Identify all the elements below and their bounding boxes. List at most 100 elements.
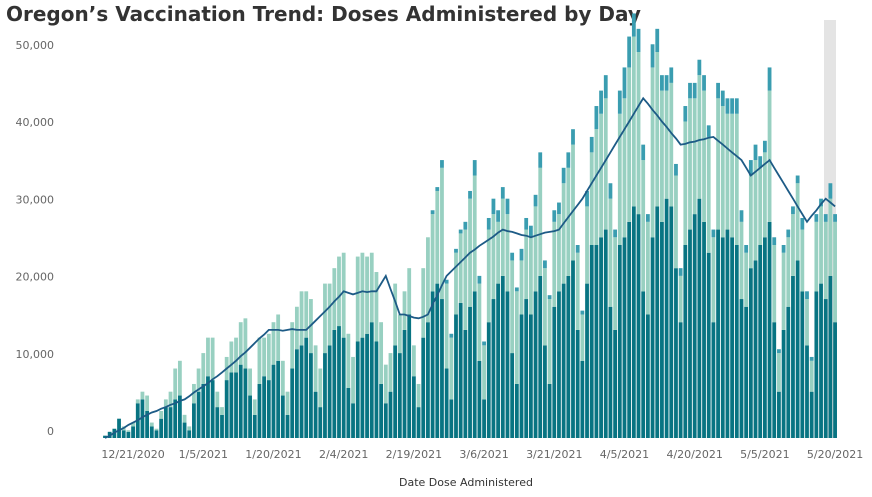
- bar-segment: [734, 245, 739, 438]
- bar-segment: [734, 98, 739, 114]
- x-tick-label: 4/5/2021: [600, 448, 649, 461]
- bar-segment: [304, 291, 309, 338]
- bar-segment: [220, 414, 224, 438]
- bar-segment: [496, 283, 501, 438]
- bar-segment: [234, 337, 238, 373]
- bar-segment: [500, 187, 505, 199]
- bar-segment: [528, 225, 533, 238]
- bar-segment: [238, 364, 243, 438]
- bar-segment: [636, 52, 641, 215]
- bar-segment: [149, 422, 154, 427]
- bar-segment: [416, 407, 421, 438]
- bar-segment: [561, 183, 566, 284]
- bar-segment: [430, 214, 435, 292]
- bar-segment: [688, 98, 692, 230]
- bar-segment: [192, 403, 196, 438]
- bar-segment: [674, 163, 678, 176]
- bar-segment: [229, 372, 234, 438]
- bar-segment: [290, 322, 295, 369]
- bar-segment: [206, 337, 210, 377]
- bar-segment: [631, 206, 636, 438]
- bar-segment: [318, 368, 323, 408]
- bar-segment: [313, 391, 318, 438]
- bar-segment: [323, 283, 327, 354]
- bar-segment: [327, 283, 332, 346]
- bar-segment: [585, 283, 589, 438]
- bar-segment: [262, 337, 267, 377]
- bar-segment: [486, 229, 491, 323]
- bar-segment: [580, 314, 585, 361]
- bar-segment: [472, 175, 477, 292]
- bar-segment: [711, 229, 716, 238]
- bar-segment: [828, 183, 833, 199]
- bar-segment: [248, 368, 252, 396]
- bar-segment: [374, 341, 379, 438]
- bar-segment: [641, 160, 646, 292]
- bar-segment: [706, 125, 711, 137]
- x-tick-label: 1/5/2021: [179, 448, 228, 461]
- bar-segment: [622, 237, 627, 438]
- bar-segment: [468, 306, 472, 438]
- bar-segment: [608, 306, 613, 438]
- bar-segment: [407, 314, 412, 438]
- y-tick-label: 0: [47, 425, 54, 438]
- bar-segment: [571, 144, 575, 261]
- bar-segment: [669, 67, 674, 83]
- bar-segment: [823, 214, 828, 222]
- bar-segment: [777, 353, 781, 392]
- bar-segment: [430, 210, 435, 215]
- bar-segment: [477, 360, 482, 438]
- bar-segment: [800, 291, 805, 438]
- bar-segment: [617, 113, 622, 245]
- bar-segment: [627, 36, 632, 68]
- bar-segment: [786, 306, 791, 438]
- bar-segment: [571, 129, 575, 145]
- bar-segment: [819, 198, 823, 207]
- bar-segment: [650, 67, 655, 238]
- bar-segment: [748, 160, 753, 176]
- bar-segment: [786, 237, 791, 307]
- bar-segment: [168, 391, 173, 408]
- bar-segment: [566, 152, 571, 168]
- bar-segment: [486, 322, 491, 438]
- bar-segment: [449, 333, 454, 338]
- bar-segment: [510, 353, 515, 438]
- bar-segment: [365, 256, 369, 334]
- bar-segment: [814, 221, 819, 292]
- bar-segment: [528, 314, 533, 438]
- bar-segment: [177, 395, 182, 438]
- bar-segment: [145, 410, 150, 438]
- bar-segment: [271, 322, 276, 365]
- bar-segment: [655, 28, 660, 52]
- bar-segment: [720, 90, 725, 107]
- bar-segment: [369, 252, 374, 323]
- bar-segment: [472, 291, 477, 438]
- bar-segment: [702, 90, 706, 222]
- bar-segment: [603, 75, 608, 99]
- bar-segment: [332, 329, 337, 438]
- bar-segment: [337, 326, 341, 438]
- bar-segment: [645, 221, 650, 315]
- bar-segment: [814, 214, 819, 222]
- bar-segment: [674, 175, 678, 269]
- bar-segment: [224, 380, 229, 438]
- bar-segment: [683, 245, 688, 438]
- bar-segment: [243, 368, 248, 438]
- bar-segment: [463, 221, 468, 230]
- bar-segment: [547, 299, 552, 384]
- bar-segment: [519, 260, 524, 315]
- bar-segment: [594, 106, 599, 130]
- bar-segment: [299, 345, 304, 438]
- bar-segment: [168, 407, 173, 438]
- bar-segment: [805, 299, 809, 346]
- bar-segment: [800, 217, 805, 230]
- bar-segment: [318, 407, 323, 438]
- bar-segment: [557, 214, 561, 292]
- bar-segment: [449, 337, 454, 400]
- bar-segment: [154, 430, 159, 438]
- bar-segment: [552, 210, 557, 222]
- bar-segment: [725, 98, 730, 114]
- bar-segment: [608, 183, 613, 199]
- bar-segment: [748, 175, 753, 269]
- bar-segment: [407, 268, 412, 315]
